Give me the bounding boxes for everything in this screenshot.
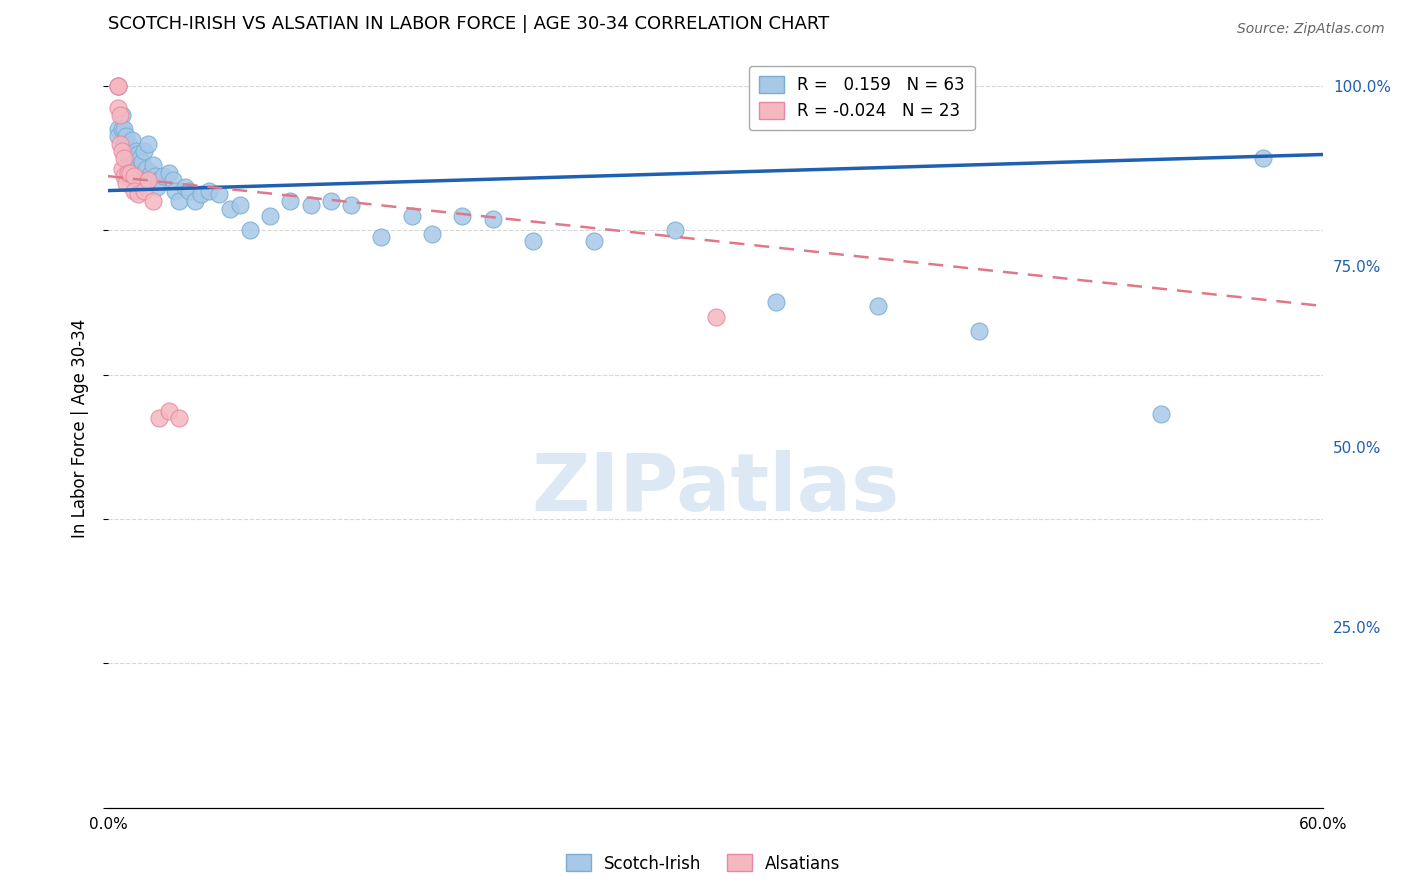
Point bbox=[108, 108, 131, 122]
Point bbox=[239, 223, 262, 237]
Point bbox=[121, 133, 143, 147]
Point bbox=[162, 173, 184, 187]
Point bbox=[664, 223, 686, 237]
Point bbox=[167, 411, 190, 425]
Point bbox=[148, 411, 170, 425]
Point bbox=[124, 169, 146, 183]
Point bbox=[107, 78, 129, 93]
Point bbox=[866, 299, 889, 313]
Point bbox=[299, 198, 322, 212]
Point bbox=[111, 108, 134, 122]
Point bbox=[117, 169, 139, 183]
Point bbox=[157, 403, 180, 417]
Point bbox=[107, 78, 129, 93]
Point bbox=[145, 180, 167, 194]
Point bbox=[117, 144, 139, 158]
Point bbox=[704, 310, 727, 324]
Point bbox=[143, 169, 166, 183]
Point bbox=[134, 144, 156, 158]
Point bbox=[218, 202, 240, 216]
Point bbox=[319, 194, 342, 209]
Point bbox=[148, 173, 170, 187]
Point bbox=[127, 187, 149, 202]
Text: SCOTCH-IRISH VS ALSATIAN IN LABOR FORCE | AGE 30-34 CORRELATION CHART: SCOTCH-IRISH VS ALSATIAN IN LABOR FORCE … bbox=[108, 15, 830, 33]
Point bbox=[522, 234, 544, 248]
Point bbox=[765, 295, 787, 310]
Point bbox=[482, 212, 505, 227]
Point bbox=[111, 144, 134, 158]
Point bbox=[278, 194, 301, 209]
Point bbox=[138, 136, 160, 151]
Point bbox=[135, 161, 157, 176]
Point bbox=[1150, 407, 1173, 421]
Point bbox=[129, 151, 152, 165]
Point bbox=[125, 144, 148, 158]
Point bbox=[134, 184, 156, 198]
Point bbox=[190, 187, 212, 202]
Point bbox=[107, 78, 129, 93]
Point bbox=[112, 122, 135, 136]
Point bbox=[139, 165, 162, 179]
Point bbox=[198, 184, 221, 198]
Point bbox=[583, 234, 606, 248]
Point bbox=[157, 165, 180, 179]
Point bbox=[340, 198, 363, 212]
Point bbox=[112, 151, 135, 165]
Point bbox=[167, 194, 190, 209]
Point bbox=[117, 154, 139, 169]
Point bbox=[163, 184, 186, 198]
Point bbox=[121, 147, 143, 161]
Point bbox=[127, 147, 149, 161]
Point bbox=[184, 194, 207, 209]
Point bbox=[108, 136, 131, 151]
Point bbox=[370, 230, 392, 244]
Point bbox=[131, 154, 153, 169]
Point bbox=[1251, 151, 1274, 165]
Point bbox=[117, 161, 139, 176]
Point bbox=[112, 169, 135, 183]
Point bbox=[107, 101, 129, 115]
Point bbox=[111, 161, 134, 176]
Point bbox=[259, 209, 281, 223]
Point bbox=[208, 187, 231, 202]
Point bbox=[967, 324, 990, 338]
Point bbox=[115, 177, 138, 191]
Legend: R =   0.159   N = 63, R = -0.024   N = 23: R = 0.159 N = 63, R = -0.024 N = 23 bbox=[749, 66, 974, 130]
Point bbox=[107, 122, 129, 136]
Point bbox=[117, 151, 139, 165]
Point bbox=[117, 165, 139, 179]
Point bbox=[124, 165, 146, 179]
Point bbox=[117, 136, 139, 151]
Point bbox=[127, 158, 149, 172]
Point bbox=[115, 129, 138, 144]
Point bbox=[174, 180, 197, 194]
Point bbox=[112, 136, 135, 151]
Y-axis label: In Labor Force | Age 30-34: In Labor Force | Age 30-34 bbox=[72, 319, 89, 539]
Legend: Scotch-Irish, Alsatians: Scotch-Irish, Alsatians bbox=[560, 847, 846, 880]
Point bbox=[124, 154, 146, 169]
Point bbox=[120, 165, 142, 179]
Point bbox=[141, 194, 163, 209]
Point bbox=[111, 122, 134, 136]
Point bbox=[152, 169, 174, 183]
Point bbox=[177, 184, 200, 198]
Point bbox=[115, 140, 138, 154]
Point bbox=[228, 198, 250, 212]
Point bbox=[451, 209, 474, 223]
Point bbox=[420, 227, 443, 241]
Text: ZIPatlas: ZIPatlas bbox=[531, 450, 900, 528]
Point bbox=[141, 158, 163, 172]
Text: Source: ZipAtlas.com: Source: ZipAtlas.com bbox=[1237, 22, 1385, 37]
Point bbox=[107, 129, 129, 144]
Point bbox=[124, 184, 146, 198]
Point bbox=[401, 209, 423, 223]
Point bbox=[138, 173, 160, 187]
